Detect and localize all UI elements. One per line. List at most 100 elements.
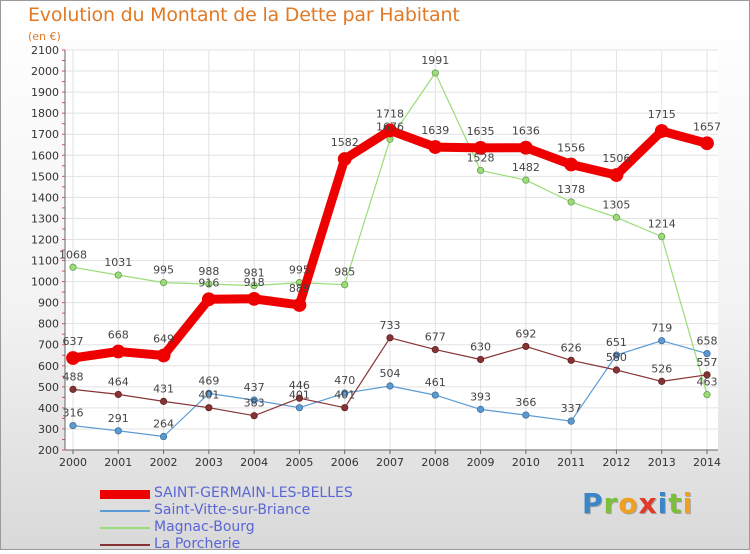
data-label: 1482 bbox=[512, 161, 540, 174]
data-label: 264 bbox=[153, 418, 174, 431]
y-tick-label: 700 bbox=[38, 339, 59, 352]
data-label: 1582 bbox=[331, 136, 359, 149]
data-point bbox=[522, 176, 530, 184]
data-point bbox=[341, 389, 349, 397]
y-tick-label: 1600 bbox=[31, 149, 59, 162]
y-tick-label: 1200 bbox=[31, 233, 59, 246]
data-label: 1305 bbox=[602, 198, 630, 211]
data-point bbox=[567, 198, 575, 206]
chart-unit: (en €) bbox=[28, 30, 61, 43]
legend-swatch bbox=[100, 527, 150, 529]
data-point bbox=[567, 417, 575, 425]
data-point bbox=[703, 371, 711, 379]
data-label: 1506 bbox=[602, 152, 630, 165]
data-label: 393 bbox=[470, 390, 491, 403]
data-label: 985 bbox=[334, 266, 355, 279]
data-point bbox=[609, 168, 624, 182]
data-point bbox=[341, 281, 349, 289]
data-point bbox=[612, 213, 621, 221]
series-0 bbox=[66, 123, 714, 365]
data-point bbox=[703, 391, 711, 399]
y-tick-label: 1300 bbox=[31, 212, 59, 225]
logo-letter: t bbox=[668, 487, 683, 520]
y-tick-label: 1900 bbox=[31, 86, 59, 99]
data-label: 1639 bbox=[421, 124, 449, 137]
logo-letter: P bbox=[582, 487, 604, 520]
data-label: 649 bbox=[153, 332, 174, 345]
data-point bbox=[658, 337, 666, 345]
data-label: 1636 bbox=[512, 125, 540, 138]
data-label: 889 bbox=[289, 282, 310, 295]
x-tick-label: 2013 bbox=[648, 456, 676, 469]
data-label: 630 bbox=[470, 340, 491, 353]
data-point bbox=[295, 394, 304, 402]
data-point bbox=[703, 349, 711, 358]
x-tick-label: 2002 bbox=[150, 456, 178, 469]
data-point bbox=[114, 390, 122, 399]
data-point bbox=[111, 344, 126, 359]
data-label: 337 bbox=[561, 402, 582, 415]
data-point bbox=[114, 271, 122, 279]
x-tick-label: 2012 bbox=[602, 456, 630, 469]
data-point bbox=[159, 279, 168, 287]
data-label: 291 bbox=[108, 412, 129, 425]
y-tick-label: 300 bbox=[38, 423, 59, 436]
data-label: 401 bbox=[198, 389, 219, 402]
data-label: 366 bbox=[515, 396, 536, 409]
data-label: 1378 bbox=[557, 183, 585, 196]
y-tick-label: 1100 bbox=[31, 255, 59, 268]
data-point bbox=[522, 411, 530, 419]
data-label: 1635 bbox=[467, 125, 495, 138]
x-tick-label: 2006 bbox=[331, 456, 359, 469]
data-label: 316 bbox=[63, 407, 84, 420]
data-point bbox=[473, 140, 488, 155]
data-point bbox=[476, 166, 485, 175]
data-point bbox=[66, 351, 80, 365]
data-point bbox=[476, 355, 485, 364]
series-3 bbox=[69, 334, 711, 420]
data-point bbox=[383, 123, 397, 138]
data-label: 988 bbox=[198, 265, 219, 278]
data-point bbox=[567, 356, 575, 364]
data-point bbox=[247, 291, 262, 306]
logo-letter: r bbox=[603, 487, 619, 520]
data-point bbox=[205, 404, 213, 412]
legend-swatch bbox=[100, 510, 150, 512]
data-label: 580 bbox=[606, 351, 627, 364]
data-point bbox=[386, 382, 394, 390]
data-label: 692 bbox=[515, 327, 536, 340]
x-tick-label: 2014 bbox=[693, 456, 721, 469]
data-point bbox=[250, 412, 258, 420]
y-tick-label: 200 bbox=[38, 444, 59, 457]
data-point bbox=[159, 432, 168, 441]
x-tick-label: 2010 bbox=[512, 456, 540, 469]
data-label: 981 bbox=[244, 267, 265, 280]
x-tick-label: 2000 bbox=[59, 456, 87, 469]
data-label: 626 bbox=[561, 341, 582, 354]
y-tick-label: 2000 bbox=[31, 65, 59, 78]
data-point bbox=[476, 405, 485, 413]
series-1 bbox=[69, 337, 711, 441]
data-point bbox=[431, 69, 439, 77]
data-label: 1676 bbox=[376, 120, 404, 133]
data-label: 401 bbox=[334, 389, 355, 402]
data-point bbox=[658, 232, 666, 241]
data-point bbox=[431, 345, 439, 354]
data-label: 1991 bbox=[421, 54, 449, 67]
y-tick-label: 1000 bbox=[31, 276, 59, 289]
data-point bbox=[250, 396, 258, 404]
x-tick-label: 2008 bbox=[421, 456, 449, 469]
data-point bbox=[386, 334, 394, 342]
legend-label: Magnac-Bourg bbox=[154, 519, 255, 535]
data-point bbox=[205, 389, 213, 397]
data-point bbox=[518, 140, 533, 155]
y-tick-label: 1400 bbox=[31, 191, 59, 204]
series-2 bbox=[69, 69, 711, 399]
data-label: 1031 bbox=[104, 256, 132, 269]
data-point bbox=[428, 140, 443, 154]
data-label: 383 bbox=[244, 397, 265, 410]
data-point bbox=[295, 404, 304, 412]
data-label: 1718 bbox=[376, 107, 404, 120]
logo-letter: o bbox=[618, 487, 639, 520]
